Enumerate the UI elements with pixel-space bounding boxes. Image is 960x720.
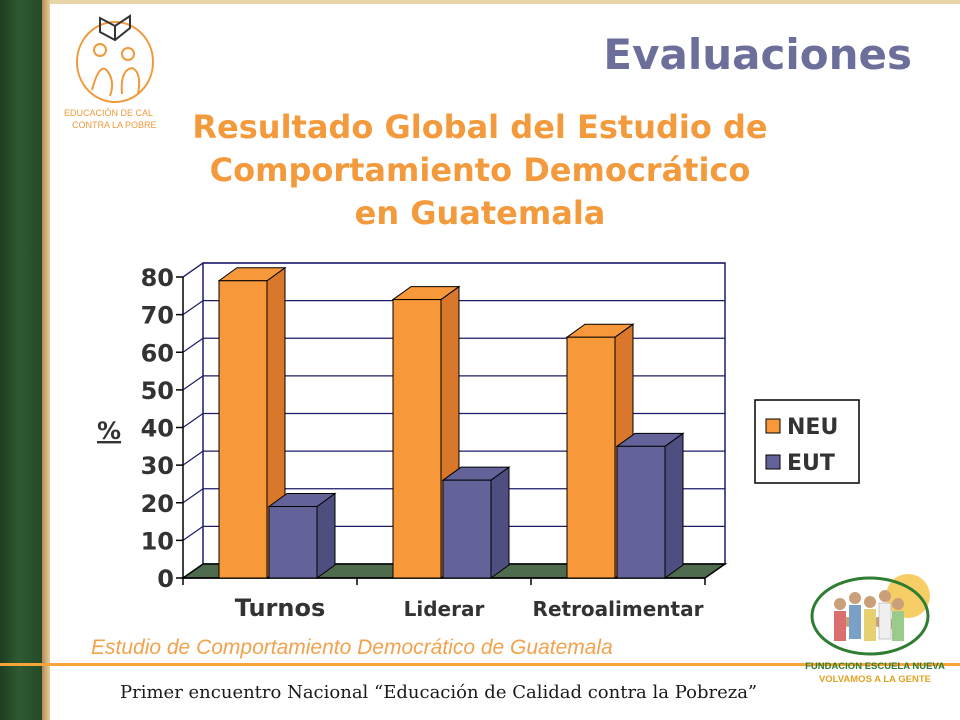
y-tick-label: 60 (141, 339, 174, 367)
bar-side (490, 466, 510, 579)
y-tick-label: 50 (141, 377, 174, 405)
chart-title: Resultado Global del Estudio de Comporta… (120, 106, 840, 235)
y-tick-label: 20 (141, 490, 174, 518)
side-wall-top (182, 262, 204, 278)
top-strip (50, 0, 960, 4)
y-tick-label: 30 (141, 452, 174, 480)
y-tick-label: 10 (141, 527, 174, 555)
bar-neu (566, 336, 616, 579)
y-axis-label: % (97, 417, 121, 445)
x-tick-label: Turnos (235, 594, 326, 622)
page-heading: Evaluaciones (603, 30, 912, 79)
bar-eut (442, 479, 492, 579)
bar-eut (268, 506, 318, 579)
legend-label-neu: NEU (787, 415, 838, 440)
gridline-side (182, 488, 204, 504)
gridline-side (182, 413, 204, 428)
gridline-side (182, 525, 204, 541)
gridline-side (182, 300, 204, 316)
chalkboard-border (0, 0, 42, 720)
y-tick-label: 70 (141, 302, 174, 330)
foundation-logo: FUNDACION ESCUELA NUEVA VOLVAMOS A LA GE… (800, 566, 950, 686)
logo-left-line1: EDUCACIÓN DE CAL (64, 108, 154, 118)
logo-right-line2: VOLVAMOS A LA GENTE (818, 674, 932, 685)
footer-text: Primer encuentro Nacional “Educación de … (120, 682, 758, 703)
gridline-side (182, 337, 204, 353)
gridline-side (182, 450, 204, 466)
chart-title-line-2: Comportamiento Democrático (209, 151, 751, 189)
chart-title-line-1: Resultado Global del Estudio de (192, 108, 768, 146)
bar-side (316, 492, 336, 579)
y-tick-label: 80 (141, 264, 174, 292)
chalkboard-frame (42, 0, 50, 720)
legend-label-eut: EUT (787, 451, 835, 476)
gridline-side (182, 375, 204, 391)
bar-neu (218, 280, 268, 579)
logo-right-line1: FUNDACION ESCUELA NUEVA (805, 661, 945, 672)
y-tick-label: 0 (157, 565, 174, 593)
bar-neu (392, 299, 442, 579)
family-book-icon (76, 14, 154, 103)
bar-side (664, 432, 684, 579)
bar-eut (616, 445, 666, 579)
x-tick-label: Retroalimentar (533, 597, 704, 621)
y-tick-label: 40 (141, 415, 174, 443)
legend-swatch-neu (765, 418, 781, 434)
legend-swatch-eut (765, 454, 781, 470)
logo-left-line2: CONTRA LA POBRE (72, 120, 157, 130)
source-note: Estudio de Comportamiento Democrático de… (91, 636, 613, 659)
chart-title-line-3: en Guatemala (354, 194, 606, 232)
x-tick-label: Liderar (404, 597, 485, 621)
education-logo: EDUCACIÓN DE CAL CONTRA LA POBRE (60, 10, 170, 140)
people-group-icon (810, 574, 930, 656)
footer-divider (0, 663, 960, 666)
